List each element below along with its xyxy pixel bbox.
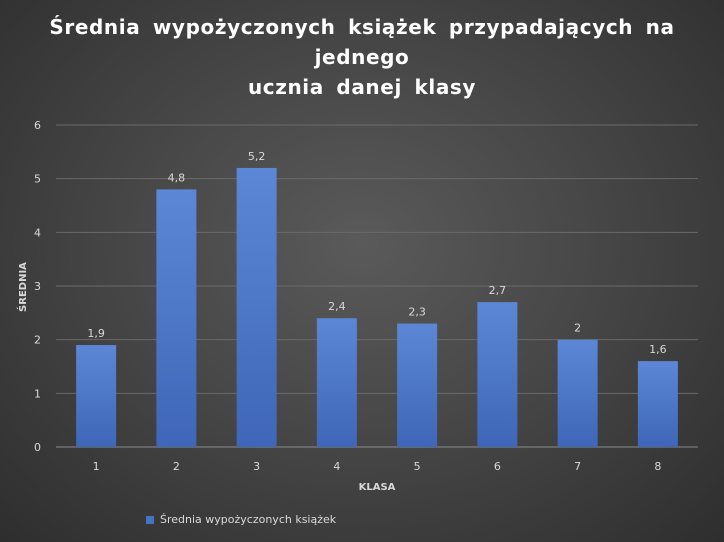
data-label: 2,4 [328, 300, 346, 313]
y-tick-label: 1 [34, 387, 41, 400]
data-label: 5,2 [248, 150, 266, 163]
data-label: 2,7 [489, 284, 507, 297]
y-tick-label: 4 [34, 226, 41, 239]
legend: Średnia wypożyczonych książek [146, 513, 336, 526]
data-labels: 1,9 4,8 5,2 2,4 2,3 2,7 2 1,6 [87, 150, 666, 356]
bar [637, 361, 678, 447]
y-tick-label: 5 [34, 173, 41, 186]
chart-title-line-1: Średnia wypożyczonych książek przypadają… [49, 15, 675, 69]
chart-title-line-2: ucznia danej klasy [247, 75, 477, 99]
legend-swatch [146, 515, 154, 524]
x-tick-label: 5 [414, 460, 421, 473]
x-axis-title: KLASA [359, 482, 396, 493]
data-label: 4,8 [168, 171, 186, 184]
bar [397, 323, 438, 447]
bar [557, 339, 598, 447]
x-tick-label: 3 [253, 460, 260, 473]
y-tick-label: 3 [34, 280, 41, 293]
x-tick-label: 1 [93, 460, 100, 473]
y-axis-title: ŚREDNIA [16, 262, 29, 312]
y-axis-ticks: 0 1 2 3 4 5 6 [34, 119, 41, 454]
data-label: 2 [574, 322, 581, 335]
x-tick-label: 8 [654, 460, 661, 473]
data-label: 1,9 [87, 327, 105, 340]
x-tick-label: 4 [333, 460, 340, 473]
y-tick-label: 2 [34, 334, 41, 347]
x-tick-label: 7 [574, 460, 581, 473]
bar [156, 189, 197, 447]
chart-title: Średnia wypożyczonych książek przypadają… [0, 12, 724, 102]
data-label: 2,3 [408, 306, 426, 319]
gridlines [56, 124, 698, 448]
y-tick-label: 0 [34, 441, 41, 454]
x-tick-label: 2 [173, 460, 180, 473]
y-tick-label: 6 [34, 119, 41, 132]
x-axis-ticks: 1 2 3 4 5 6 7 8 [93, 460, 662, 473]
legend-label: Średnia wypożyczonych książek [160, 513, 337, 526]
bar [76, 345, 117, 447]
bar [477, 302, 518, 447]
data-label: 1,6 [649, 343, 667, 356]
bar [236, 167, 277, 447]
x-tick-label: 6 [494, 460, 501, 473]
bars [76, 167, 678, 447]
bar [316, 318, 357, 447]
